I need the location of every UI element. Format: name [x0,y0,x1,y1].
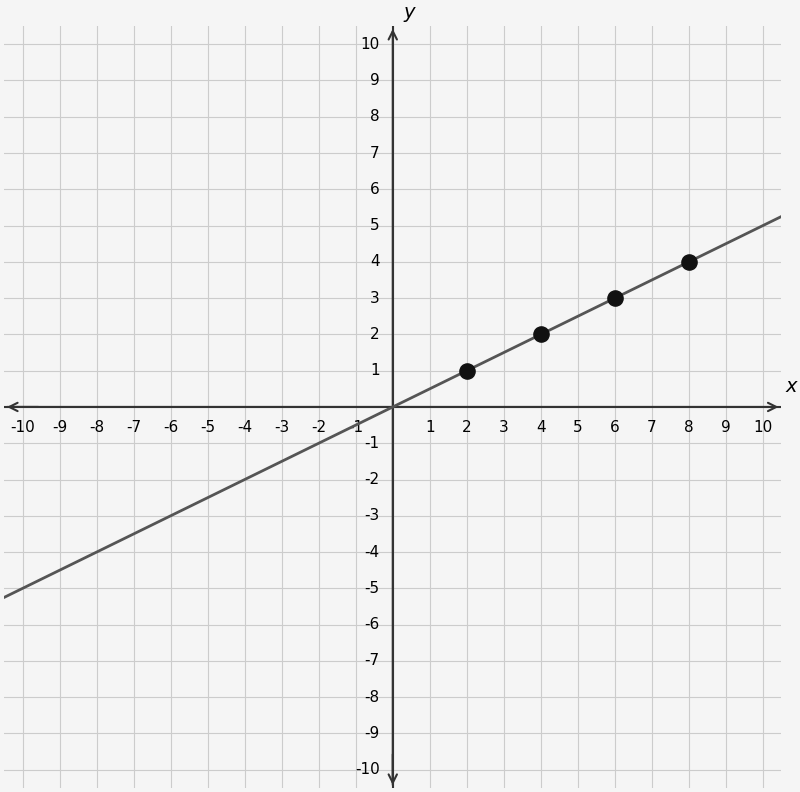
Point [534,328,547,341]
Text: -7: -7 [365,653,380,668]
Text: -3: -3 [365,508,380,524]
Text: 1: 1 [370,364,380,378]
Text: 7: 7 [647,420,657,435]
Point [609,291,622,304]
Text: -1: -1 [348,420,363,435]
Text: 10: 10 [754,420,773,435]
Text: -8: -8 [365,690,380,705]
Text: 9: 9 [370,73,380,88]
Text: 8: 8 [370,109,380,124]
Text: x: x [785,377,797,396]
Text: -2: -2 [311,420,326,435]
Text: 3: 3 [370,291,380,306]
Text: -7: -7 [126,420,142,435]
Text: 4: 4 [370,254,380,269]
Text: -6: -6 [163,420,178,435]
Text: 10: 10 [361,36,380,51]
Text: -5: -5 [200,420,215,435]
Text: 2: 2 [370,327,380,342]
Text: -9: -9 [52,420,67,435]
Text: 8: 8 [684,420,694,435]
Text: -2: -2 [365,472,380,487]
Text: -6: -6 [365,617,380,632]
Text: -5: -5 [365,581,380,596]
Text: 3: 3 [499,420,509,435]
Text: -4: -4 [237,420,252,435]
Text: -8: -8 [89,420,104,435]
Text: 2: 2 [462,420,472,435]
Text: 6: 6 [610,420,620,435]
Text: 7: 7 [370,146,380,161]
Text: 9: 9 [721,420,730,435]
Text: -4: -4 [365,545,380,560]
Text: 5: 5 [573,420,582,435]
Text: -10: -10 [355,762,380,777]
Text: 6: 6 [370,182,380,196]
Text: -9: -9 [365,726,380,741]
Text: y: y [404,3,415,22]
Point [460,364,473,377]
Point [682,256,695,268]
Text: 4: 4 [536,420,546,435]
Text: -3: -3 [274,420,290,435]
Text: -10: -10 [10,420,35,435]
Text: -1: -1 [365,436,380,451]
Text: 5: 5 [370,218,380,233]
Text: 1: 1 [425,420,434,435]
